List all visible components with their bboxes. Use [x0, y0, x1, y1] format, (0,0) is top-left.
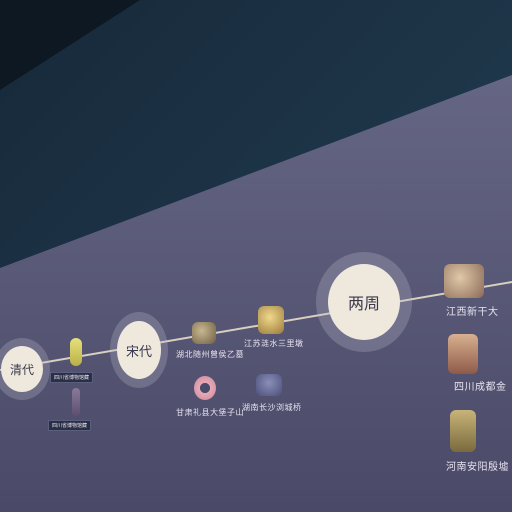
- era-label-song: 宋代: [125, 344, 152, 360]
- qing-tag-1: 四川省博物馆藏: [50, 372, 94, 383]
- era-disc-qing-center: 清代: [1, 346, 43, 392]
- era-disc-zhou-center: 两周: [328, 264, 400, 340]
- era-disc-song: 宋代: [110, 312, 168, 388]
- song-artifact-4: [256, 374, 282, 396]
- song-caption-1: 湖北随州曾侯乙墓: [176, 350, 244, 359]
- zhou-artifact-2: [448, 334, 478, 374]
- era-disc-qing: 清代: [0, 338, 50, 400]
- zhou-artifact-1: [444, 264, 484, 298]
- timeline-panel: [0, 75, 512, 512]
- zhou-artifact-3: [450, 410, 476, 452]
- timeline-line: [0, 281, 512, 371]
- zhou-caption-2: 四川成都金: [454, 382, 507, 393]
- qing-artifact-2: [72, 388, 80, 416]
- song-artifact-2: [258, 306, 284, 334]
- song-caption-4: 湖南长沙浏城桥: [242, 403, 302, 412]
- era-disc-song-center: 宋代: [117, 321, 161, 379]
- zhou-caption-3: 河南安阳殷墟: [446, 462, 509, 473]
- ceiling-shadow: [0, 0, 140, 90]
- song-caption-3: 甘肃礼县大堡子山: [176, 408, 244, 417]
- song-artifact-3: [194, 376, 216, 400]
- era-label-qing: 清代: [9, 362, 34, 377]
- qing-artifact-1: [70, 338, 82, 366]
- era-disc-zhou: 两周: [316, 252, 412, 352]
- song-caption-2: 江苏涟水三里墩: [244, 339, 304, 348]
- zhou-caption-1: 江西新干大: [446, 307, 499, 318]
- era-label-zhou: 两周: [347, 294, 380, 313]
- song-artifact-1: [192, 322, 216, 344]
- qing-tag-2: 四川省博物馆藏: [48, 420, 92, 431]
